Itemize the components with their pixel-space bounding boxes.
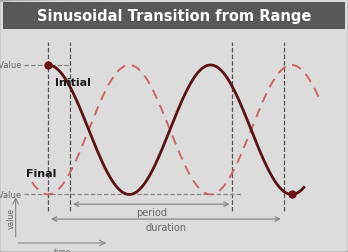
Text: minimumValue: minimumValue: [0, 190, 21, 199]
Text: period: period: [136, 207, 167, 217]
Text: duration: duration: [145, 222, 187, 232]
Text: time: time: [53, 247, 71, 252]
Text: Sinusoidal Transition from Range: Sinusoidal Transition from Range: [37, 9, 311, 24]
Text: value: value: [6, 207, 15, 228]
Text: Final: Final: [26, 169, 57, 179]
Text: maximumValue: maximumValue: [0, 61, 21, 70]
Text: Initial: Initial: [55, 77, 90, 87]
